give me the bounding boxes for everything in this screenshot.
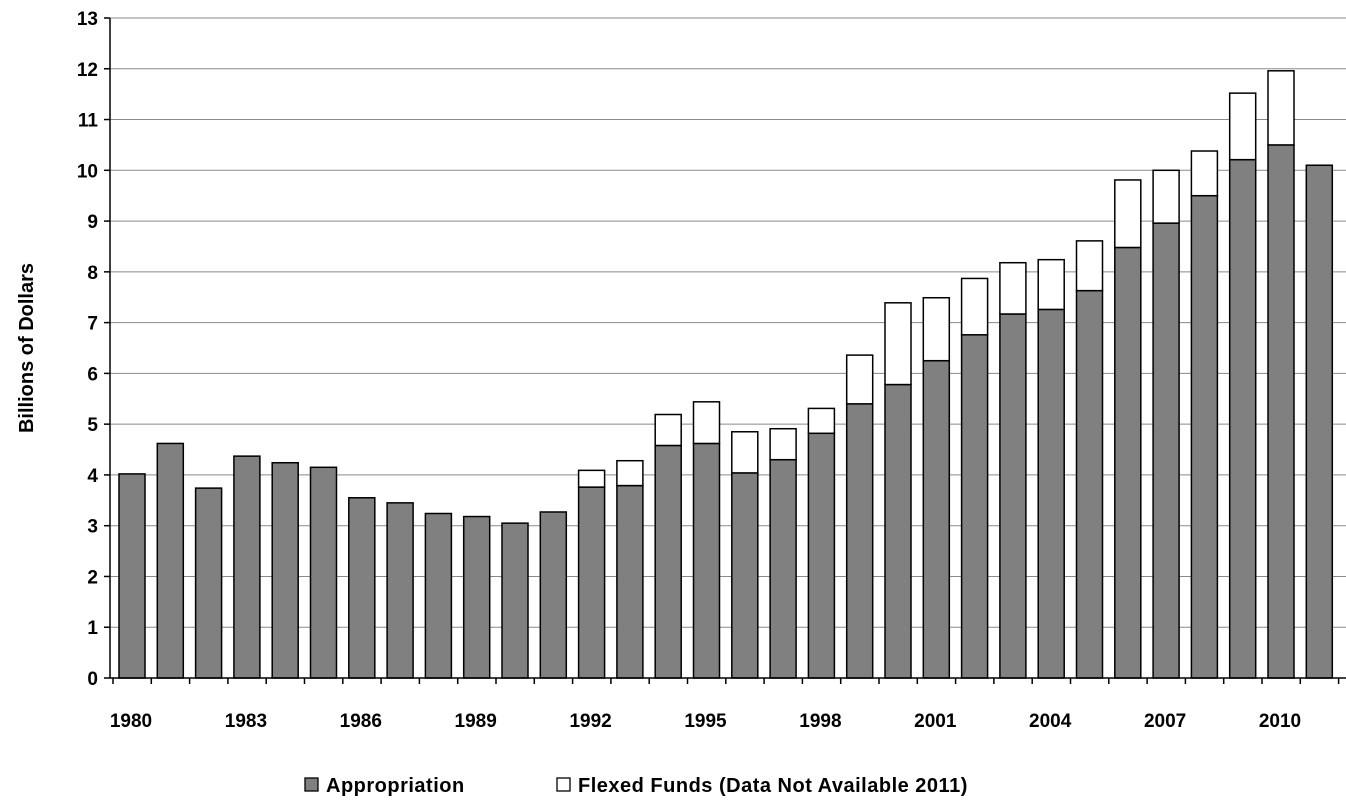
bar-appropriation-1986 — [348, 497, 376, 679]
bar-appropriation-2011 — [1305, 164, 1334, 679]
bar-appropriation-1981 — [156, 442, 185, 679]
bar-appropriation-2006 — [1114, 246, 1142, 679]
bar-appropriation-1987 — [386, 502, 414, 679]
bar-appropriation-1992 — [577, 486, 606, 679]
legend-label-appropriation: Appropriation — [326, 775, 465, 797]
y-tick-label: 9 — [87, 212, 98, 233]
bar-flexed-funds-2004 — [1037, 258, 1065, 311]
legend-label-flexed-funds: Flexed Funds (Data Not Available 2011) — [578, 775, 968, 797]
y-tick-label: 13 — [77, 9, 98, 30]
bar-appropriation-1999 — [845, 403, 874, 679]
bar-appropriation-2004 — [1037, 308, 1065, 679]
bar-flexed-funds-1993 — [616, 459, 644, 487]
bar-appropriation-2009 — [1228, 158, 1257, 679]
bar-appropriation-1997 — [769, 458, 797, 679]
bar-flexed-funds-1997 — [769, 427, 797, 461]
y-tick-label: 12 — [77, 60, 98, 81]
y-tick-label: 6 — [87, 364, 98, 385]
bar-flexed-funds-2000 — [884, 302, 912, 386]
y-tick-label: 7 — [87, 314, 98, 335]
x-tick-label: 1983 — [225, 711, 267, 732]
legend-swatch-appropriation — [304, 777, 319, 792]
bar-appropriation-1988 — [424, 512, 453, 679]
y-axis-title: Billions of Dollars — [16, 263, 38, 433]
bar-appropriation-1990 — [501, 522, 529, 679]
x-tick-label: 1998 — [799, 711, 841, 732]
y-tick-label: 8 — [87, 263, 98, 284]
bar-flexed-funds-2002 — [960, 277, 989, 336]
bar-appropriation-1989 — [462, 515, 491, 679]
bar-flexed-funds-1996 — [731, 431, 759, 474]
y-tick-label: 2 — [87, 567, 98, 588]
bar-appropriation-2000 — [884, 383, 912, 679]
axes — [109, 18, 1346, 684]
x-tick-label: 2001 — [914, 711, 957, 732]
bar-appropriation-2007 — [1152, 222, 1180, 679]
bar-appropriation-1980 — [118, 473, 146, 679]
bar-flexed-funds-2006 — [1114, 179, 1142, 249]
x-tick-labels: 1980 1983 1986 1989 1992 1995 1998 2001 2004 2007… — [110, 711, 1301, 732]
y-tick-label: 5 — [87, 415, 98, 436]
bar-flexed-funds-1995 — [692, 401, 721, 445]
bar-appropriation-1991 — [539, 511, 568, 679]
bar-appropriation-2010 — [1267, 144, 1295, 679]
bar-flexed-funds-1998 — [807, 407, 836, 435]
bar-appropriation-1985 — [309, 466, 338, 679]
bar-appropriation-1982 — [194, 487, 223, 679]
y-tick-label: 0 — [87, 669, 98, 690]
bar-flexed-funds-1994 — [654, 413, 682, 447]
bar-appropriation-2001 — [922, 359, 951, 679]
bar-flexed-funds-2003 — [999, 261, 1027, 315]
bar-flexed-funds-1992 — [577, 469, 606, 488]
bar-appropriation-1998 — [807, 432, 836, 679]
bar-appropriation-1994 — [654, 444, 682, 679]
bar-appropriation-2003 — [999, 313, 1027, 679]
bar-flexed-funds-2008 — [1190, 150, 1219, 197]
bar-appropriation-1995 — [692, 442, 721, 679]
x-tick-label: 2010 — [1259, 711, 1301, 732]
bar-appropriation-2008 — [1190, 194, 1219, 679]
y-tick-label: 11 — [78, 111, 99, 132]
x-tick-label: 1980 — [110, 711, 152, 732]
bar-appropriation-2002 — [960, 334, 989, 679]
bar-flexed-funds-1999 — [845, 354, 874, 405]
x-tick-label: 2007 — [1144, 711, 1186, 732]
y-tick-label: 3 — [87, 517, 98, 538]
x-tick-label: 2004 — [1029, 711, 1072, 732]
bar-appropriation-1996 — [731, 472, 759, 679]
bar-flexed-funds-2007 — [1152, 169, 1180, 224]
legend: Appropriation Flexed Funds (Data Not Avai… — [304, 775, 968, 797]
bar-flexed-funds-2010 — [1267, 70, 1295, 146]
y-tick-label: 10 — [77, 161, 98, 182]
bar-appropriation-1993 — [616, 484, 644, 679]
x-tick-label: 1992 — [569, 711, 611, 732]
x-tick-label: 1986 — [340, 711, 382, 732]
y-tick-label: 1 — [87, 618, 98, 639]
bar-flexed-funds-2009 — [1228, 92, 1257, 161]
x-tick-label: 1995 — [684, 711, 727, 732]
bar-appropriation-1983 — [233, 455, 261, 679]
bar-appropriation-1984 — [271, 461, 299, 679]
bars — [118, 70, 1334, 679]
bar-appropriation-2005 — [1075, 289, 1104, 679]
y-tick-label: 4 — [87, 466, 98, 487]
legend-swatch-flexed-funds — [556, 777, 571, 792]
bar-flexed-funds-2001 — [922, 296, 951, 362]
x-tick-label: 1989 — [455, 711, 497, 732]
bar-flexed-funds-2005 — [1075, 240, 1104, 292]
